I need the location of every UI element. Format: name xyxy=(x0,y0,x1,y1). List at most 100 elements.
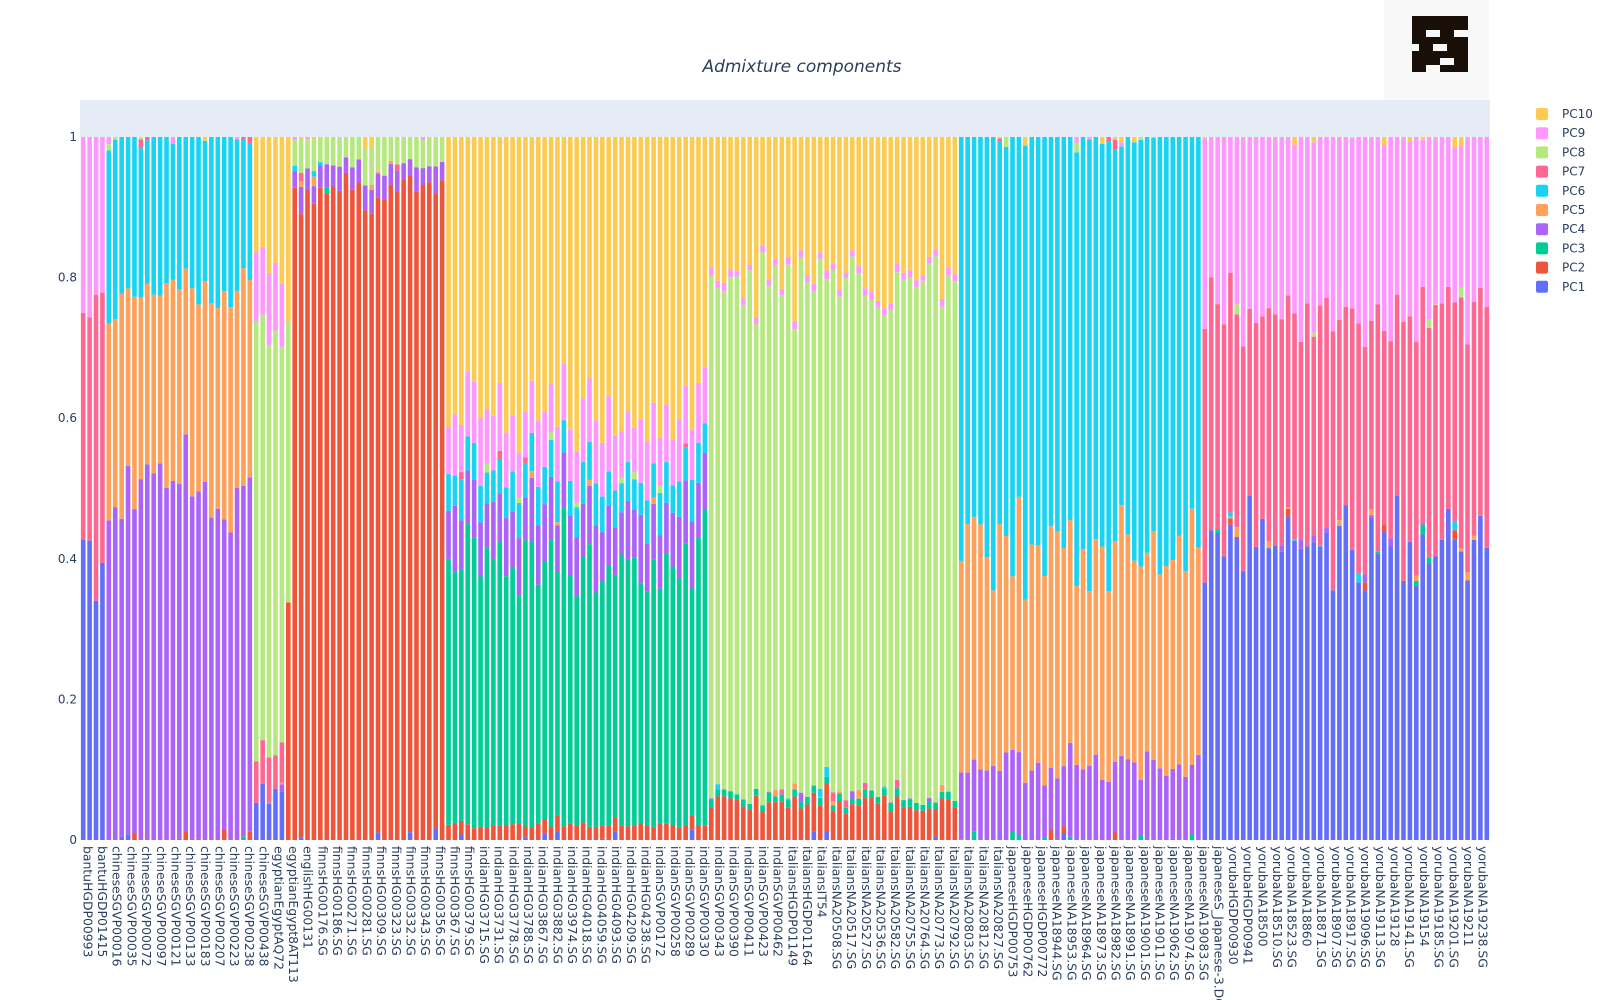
bar-segment-pc7 xyxy=(1292,313,1297,540)
x-tick-label: yorubaNA19154 xyxy=(1417,846,1432,947)
bar-segment-pc9 xyxy=(542,411,547,467)
bar-segment-pc8 xyxy=(952,281,958,801)
bar-segment-pc8 xyxy=(920,280,926,805)
legend-item-pc10[interactable]: PC10 xyxy=(1536,107,1593,121)
bar-segment-pc4 xyxy=(279,784,285,792)
legend[interactable]: PC10 PC9 PC8 PC7 PC6 PC5 PC4 PC3 PC2 PC1 xyxy=(1536,107,1593,294)
bar-segment-pc10 xyxy=(503,137,509,433)
legend-item-pc8[interactable]: PC8 xyxy=(1536,145,1585,159)
bar-segment-pc4 xyxy=(587,485,592,545)
bar-segment-pc10 xyxy=(702,137,708,367)
bar-segment-pc10 xyxy=(285,137,291,321)
legend-item-pc1[interactable]: PC1 xyxy=(1536,280,1585,294)
bar-segment-pc7 xyxy=(1471,301,1477,536)
bar-segment-pc9 xyxy=(516,452,522,498)
bar-segment-pc4 xyxy=(298,186,304,215)
bar-segment-pc8 xyxy=(292,139,298,166)
bar-segment-pc6 xyxy=(503,487,509,519)
x-tick-label: chineseSGVP00183 xyxy=(198,846,213,967)
bar-segment-pc4 xyxy=(215,508,221,840)
bar-segment-pc5 xyxy=(1112,541,1118,762)
bar-segment-pc8 xyxy=(285,320,291,603)
bar-segment-pc9 xyxy=(933,249,938,257)
bar-segment-pc1 xyxy=(702,838,708,840)
bar-segment-pc7 xyxy=(1362,346,1368,575)
bar-segment-pc9 xyxy=(811,283,817,292)
bar-segment-pc10 xyxy=(253,137,259,253)
legend-item-pc6[interactable]: PC6 xyxy=(1536,184,1585,198)
x-tick-label: yorubaNA19238.SG xyxy=(1476,846,1491,968)
bar-segment-pc4 xyxy=(247,477,253,832)
bar-segment-pc10 xyxy=(523,137,528,412)
legend-item-pc3[interactable]: PC3 xyxy=(1536,241,1585,255)
legend-item-pc7[interactable]: PC7 xyxy=(1536,165,1585,179)
bar-segment-pc5 xyxy=(157,295,163,464)
bar-segment-pc2 xyxy=(632,825,637,840)
bar-segment-pc4 xyxy=(1144,751,1150,840)
bar-segment-pc4 xyxy=(183,434,189,832)
bar-segment-pc1 xyxy=(1253,546,1259,840)
bar-segment-pc9 xyxy=(1439,137,1445,304)
bar-segment-pc10 xyxy=(785,137,791,257)
bar-segment-pc8 xyxy=(273,330,278,756)
bar-segment-pc3 xyxy=(920,804,926,811)
bar-segment-pc5 xyxy=(555,522,560,526)
bar-segment-pc8 xyxy=(817,258,823,789)
bar-segment-pc8 xyxy=(785,264,791,799)
bar-segment-pc1 xyxy=(1369,517,1374,840)
bar-segment-pc9 xyxy=(279,283,285,347)
bar-segment-pc7 xyxy=(394,164,400,171)
legend-item-pc5[interactable]: PC5 xyxy=(1536,203,1585,217)
bar-segment-pc5 xyxy=(1074,586,1079,765)
bar-segment-pc10 xyxy=(894,137,900,264)
bar-segment-pc7 xyxy=(247,137,253,143)
legend-swatch xyxy=(1536,127,1548,140)
bar-segment-pc2 xyxy=(946,799,951,840)
bar-segment-pc6 xyxy=(1106,141,1111,592)
x-tick-label: indianSGVP00289 xyxy=(683,846,698,957)
bar-segment-pc10 xyxy=(273,137,278,263)
bar-segment-pc9 xyxy=(478,418,483,486)
bar-segment-pc10 xyxy=(817,137,823,253)
bar-segment-pc4 xyxy=(1131,762,1137,840)
bar-segment-pc6 xyxy=(1061,137,1067,549)
legend-item-pc2[interactable]: PC2 xyxy=(1536,261,1585,275)
bar-segment-pc9 xyxy=(894,263,900,273)
x-tick-label: japaneseNA18982.SG xyxy=(1109,845,1124,981)
bar-segment-pc2 xyxy=(619,825,624,840)
bar-segment-pc2 xyxy=(382,199,387,841)
bar-segment-pc6 xyxy=(696,442,701,483)
bar-segment-pc10 xyxy=(369,137,374,148)
legend-item-pc4[interactable]: PC4 xyxy=(1536,222,1585,236)
bar-segment-pc7 xyxy=(298,172,304,182)
bar-segment-pc3 xyxy=(1375,551,1381,554)
bar-segment-pc2 xyxy=(132,833,137,840)
x-tick-label: italiansNA20803.SG xyxy=(962,846,977,969)
bar-segment-pc5 xyxy=(1234,527,1240,537)
bar-segment-pc6 xyxy=(151,137,157,295)
bar-segment-pc4 xyxy=(439,161,445,181)
bar-segment-pc10 xyxy=(202,137,208,141)
bar-segment-pc4 xyxy=(394,170,400,192)
bar-segment-pc4 xyxy=(164,487,169,840)
y-axis: 0 0.2 0.4 0.6 0.8 1 xyxy=(58,130,77,847)
bar-segment-pc5 xyxy=(587,479,592,486)
bar-segment-pc5 xyxy=(1003,536,1009,753)
bar-segment-pc1 xyxy=(1407,541,1413,840)
bar-segment-pc1 xyxy=(1311,542,1317,840)
bar-segment-pc9 xyxy=(1375,137,1381,305)
bar-segment-pc2 xyxy=(183,831,189,840)
bar-segment-pc8 xyxy=(907,277,913,799)
bar-segment-pc6 xyxy=(1131,142,1137,561)
bar-segment-pc3 xyxy=(779,794,785,802)
bar-segment-pc5 xyxy=(1119,505,1124,756)
bar-segment-pc10 xyxy=(805,137,810,277)
bar-segment-pc9 xyxy=(1228,137,1233,273)
bar-segment-pc7 xyxy=(1478,288,1483,515)
bar-segment-pc9 xyxy=(106,137,112,145)
bar-segment-pc7 xyxy=(80,312,86,540)
legend-item-pc9[interactable]: PC9 xyxy=(1536,126,1585,140)
bar-segment-pc2 xyxy=(535,823,541,840)
bar-segment-pc5 xyxy=(1144,552,1150,752)
bar-segment-pc5 xyxy=(856,789,862,799)
